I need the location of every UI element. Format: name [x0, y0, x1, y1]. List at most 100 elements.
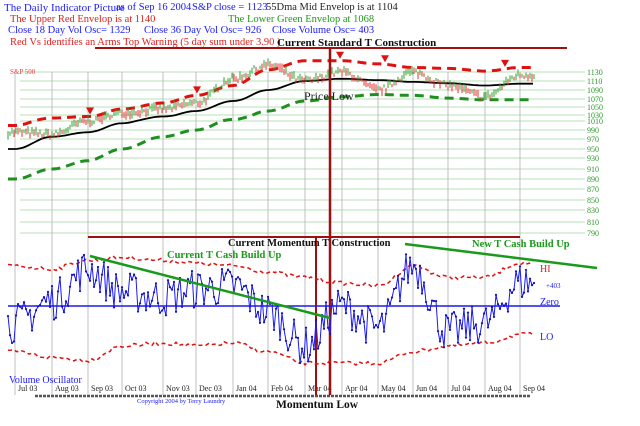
oscillator-point: [266, 295, 270, 298]
oscillator-point: [530, 284, 534, 287]
month-label: Feb 04: [271, 384, 293, 393]
vol-osc-close: Close Volume Osc= 403: [272, 25, 375, 36]
oscillator-point: [14, 314, 18, 317]
oscillator-point: [386, 298, 390, 301]
oscillator-point: [504, 302, 508, 305]
arms-warning-marker: [336, 51, 344, 59]
osc-hi-envelope: [7, 254, 534, 288]
oscillator-point: [294, 336, 298, 339]
vol-osc-18: Close 18 Day Vol Osc= 1329: [8, 25, 131, 36]
oscillator-point: [174, 310, 178, 313]
oscillator-point: [208, 277, 212, 280]
oscillator-point: [338, 299, 342, 303]
oscillator-point: [242, 285, 246, 288]
month-label: Sep 03: [91, 384, 113, 393]
oscillator-point: [176, 288, 180, 291]
oscillator-point: [118, 300, 122, 303]
oscillator-point: [262, 321, 266, 324]
mid-envelop-value: 55Dma Mid Envelop is at 1104: [266, 2, 398, 13]
oscillator-point: [394, 286, 398, 290]
momentum-t-label: Current Momentum T Construction: [228, 238, 391, 249]
arms-warning-marker: [193, 86, 201, 94]
oscillator-point: [68, 285, 72, 288]
oscillator-point: [510, 291, 514, 294]
oscillator-point: [424, 300, 428, 304]
oscillator-point: [494, 293, 498, 296]
oscillator-point: [496, 302, 500, 306]
oscillator-point: [344, 312, 348, 315]
oscillator-point: [488, 318, 492, 321]
month-label: Jun 04: [416, 384, 437, 393]
oscillator-point: [438, 340, 442, 343]
oscillator-point: [28, 309, 32, 312]
oscillator-point: [156, 301, 160, 305]
oscillator-point: [272, 328, 276, 332]
oscillator-point: [234, 278, 238, 281]
oscillator-point: [324, 301, 328, 304]
oscillator-point: [380, 312, 384, 315]
oscillator-point: [48, 305, 52, 308]
oscillator-point: [350, 328, 354, 332]
oscillator-point: [198, 273, 202, 277]
oscillator-point: [280, 312, 284, 315]
price-tick-label: 890: [587, 175, 599, 184]
oscillator-point: [410, 272, 414, 275]
oscillator-point: [312, 348, 316, 351]
osc-lo-envelope: [7, 331, 534, 367]
upper-red-envelope: [8, 59, 533, 127]
oscillator-point: [448, 328, 452, 331]
price-tick-label: 1090: [587, 86, 603, 95]
arms-warning-marker: [86, 107, 94, 115]
price-tick-label: 970: [587, 135, 599, 144]
oscillator-point: [62, 310, 66, 314]
oscillator-point: [66, 304, 70, 307]
oscillator-point: [264, 315, 268, 319]
oscillator-point: [168, 286, 172, 289]
price-tick-label: 910: [587, 165, 599, 174]
oscillator-point: [356, 315, 360, 318]
oscillator-point: [32, 315, 36, 318]
price-tick-label: 1070: [587, 95, 603, 104]
oscillator-point: [170, 288, 174, 291]
oscillator-point: [202, 302, 206, 306]
oscillator-point: [364, 341, 368, 344]
oscillator-point: [44, 300, 48, 303]
oscillator-point: [116, 284, 120, 288]
oscillator-point: [378, 319, 382, 323]
oscillator-point: [250, 284, 254, 287]
oscillator-point: [90, 263, 94, 266]
oscillator-point: [60, 305, 64, 308]
oscillator-point: [462, 307, 466, 310]
oscillator-point: [492, 315, 496, 318]
oscillator-point: [310, 335, 314, 338]
price-tick-label: 1050: [587, 103, 603, 112]
zero-label: Zero: [540, 297, 559, 308]
price-tick-label: 790: [587, 229, 599, 238]
oscillator-point: [148, 305, 152, 308]
oscillator-point: [20, 307, 24, 310]
oscillator-point: [390, 296, 394, 299]
oscillator-point: [346, 290, 350, 294]
oscillator-point: [302, 356, 306, 359]
oscillator-point: [254, 315, 258, 318]
price-tick-label: 990: [587, 126, 599, 135]
oscillator-point: [406, 281, 410, 284]
oscillator-point: [56, 290, 60, 293]
price-tick-label: 1030: [587, 111, 603, 120]
oscillator-point: [516, 279, 520, 282]
oscillator-point: [372, 326, 376, 329]
month-label: Jan 04: [236, 384, 257, 393]
oscillator-point: [336, 289, 340, 292]
month-label: Aug 03: [55, 384, 79, 393]
oscillator-point: [52, 318, 56, 321]
osc-name-label: Volume Oscillator: [9, 375, 82, 386]
oscillator-point: [396, 274, 400, 277]
oscillator-point: [18, 305, 22, 308]
oscillator-point: [252, 292, 256, 295]
oscillator-point: [22, 301, 26, 304]
oscillator-point: [36, 305, 40, 308]
price-tick-label: 950: [587, 145, 599, 154]
oscillator-point: [382, 330, 386, 333]
oscillator-point: [432, 299, 436, 303]
price-tick-label: 1110: [587, 77, 602, 86]
